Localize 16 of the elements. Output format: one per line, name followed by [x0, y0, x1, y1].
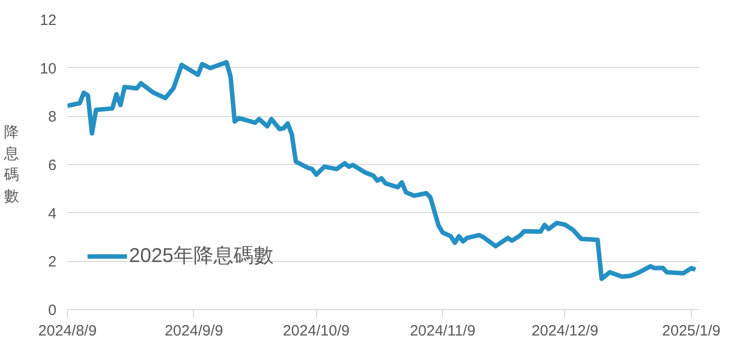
line-series — [68, 60, 698, 282]
x-tick-label: 2024/12/9 — [532, 322, 598, 340]
x-tick-label: 2024/11/9 — [410, 322, 476, 340]
y-tick-label: 0 — [48, 302, 56, 319]
y-tick-label: 2 — [48, 254, 56, 271]
y-tick-label: 12 — [40, 12, 57, 29]
y-tick-label: 8 — [48, 108, 56, 126]
y-tick-label: 6 — [48, 157, 56, 174]
x-tick-label: 2024/10/9 — [282, 322, 350, 340]
y-tick-label: 4 — [48, 205, 56, 222]
y-axis-title: 降息碼數 — [2, 124, 19, 205]
legend-label: 2025年降息碼數 — [129, 244, 274, 269]
y-tick-label: 10 — [40, 60, 57, 78]
x-tick-label: 2024/9/9 — [164, 322, 224, 340]
x-tick-label: 2024/8/9 — [38, 322, 97, 340]
x-tick-label: 2025/1/9 — [662, 322, 721, 340]
